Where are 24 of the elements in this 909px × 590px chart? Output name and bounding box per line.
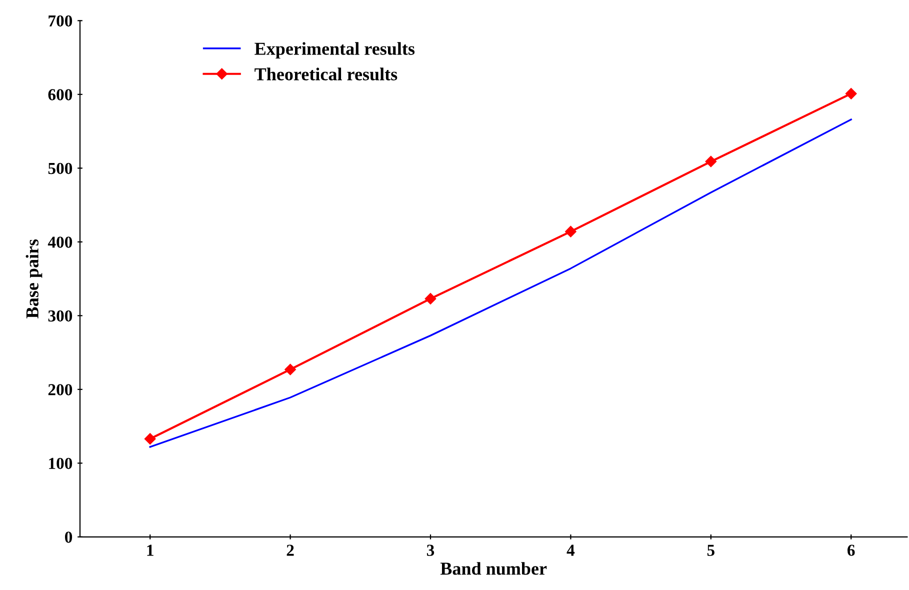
y-tick-label: 100 [49, 458, 72, 470]
y-tick-label: 700 [48, 15, 72, 27]
y-tick-label: 0 [65, 532, 72, 543]
legend-label: Experimental results [254, 42, 415, 59]
x-tick-label: 6 [848, 544, 855, 556]
y-tick-label: 500 [48, 162, 72, 174]
legend-label: Theoretical results [254, 68, 398, 80]
x-axis-title: Band number [440, 562, 547, 575]
point [565, 226, 576, 238]
y-tick-label: 300 [48, 310, 72, 322]
point [845, 88, 857, 100]
y-tick-label: 200 [48, 384, 72, 396]
x-tick-label: 1 [147, 544, 154, 556]
point [424, 293, 436, 304]
x-tick-label: 5 [707, 544, 714, 556]
x-tick-label: 2 [286, 544, 294, 556]
y-tick-label: 600 [48, 89, 72, 100]
point [284, 364, 296, 376]
x-tick-label: 4 [566, 544, 575, 556]
point [144, 433, 156, 444]
x-tick-label: 3 [426, 544, 434, 556]
y-axis-title: Base pairs [26, 239, 42, 318]
y-tick-label: 400 [48, 236, 72, 248]
point [705, 156, 717, 168]
